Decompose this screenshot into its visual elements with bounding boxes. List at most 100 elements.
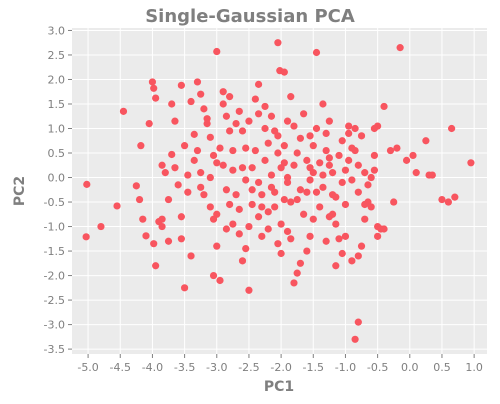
y-tick-label: 2.5 <box>48 49 66 62</box>
data-point <box>184 188 192 196</box>
data-point <box>232 119 240 128</box>
data-point <box>177 235 185 243</box>
data-point <box>216 144 224 152</box>
x-tick-label: -1.5 <box>303 361 324 374</box>
data-point <box>97 222 105 231</box>
data-point <box>219 161 227 169</box>
data-point <box>296 134 305 142</box>
data-point <box>396 44 404 52</box>
data-point <box>390 198 398 206</box>
data-point <box>306 132 314 140</box>
data-point <box>341 232 350 240</box>
data-point <box>306 176 314 184</box>
data-point <box>451 193 459 201</box>
data-point <box>312 48 321 57</box>
data-point <box>152 94 160 102</box>
x-tick-label: -3.0 <box>206 361 227 374</box>
data-point <box>341 166 350 174</box>
data-point <box>229 166 237 174</box>
data-point <box>444 198 452 206</box>
data-point <box>177 81 185 89</box>
data-point <box>258 191 266 199</box>
x-tick-label: -5.0 <box>77 361 98 374</box>
data-point <box>161 169 169 177</box>
data-point <box>267 171 276 179</box>
data-point <box>354 188 362 196</box>
data-point <box>226 200 234 209</box>
data-point <box>332 262 340 270</box>
x-tick-label: -2.5 <box>238 361 259 374</box>
data-point <box>245 286 253 294</box>
data-point <box>216 276 224 285</box>
x-tick-label: -0.5 <box>367 361 388 374</box>
data-point <box>271 188 279 196</box>
data-point <box>190 156 198 164</box>
data-point <box>174 181 182 189</box>
data-point <box>235 107 243 115</box>
data-point <box>319 171 327 179</box>
data-point <box>238 257 247 265</box>
data-point <box>229 220 237 228</box>
data-point <box>261 124 269 133</box>
data-point <box>354 318 362 326</box>
data-point <box>229 146 237 155</box>
data-point <box>348 176 356 184</box>
data-point <box>277 249 285 258</box>
data-point <box>200 191 208 199</box>
data-point <box>402 156 411 164</box>
data-point <box>222 112 231 120</box>
data-point <box>180 284 189 292</box>
data-point <box>148 78 157 86</box>
data-point <box>226 93 234 101</box>
data-point <box>274 240 282 248</box>
data-point <box>213 47 221 56</box>
data-point <box>209 151 218 160</box>
data-point <box>274 39 282 47</box>
data-point <box>261 156 269 164</box>
data-point <box>370 151 379 160</box>
data-point <box>274 149 282 157</box>
data-point <box>380 225 388 233</box>
data-point <box>348 144 356 152</box>
data-point <box>271 203 279 211</box>
data-point <box>309 215 317 223</box>
data-point <box>238 164 247 172</box>
y-tick-label: 1.5 <box>48 98 66 111</box>
data-point <box>197 90 205 98</box>
data-point <box>332 220 340 228</box>
data-point <box>351 124 359 133</box>
x-tick-label: -4.0 <box>142 361 163 374</box>
data-point <box>361 215 369 223</box>
data-point <box>264 139 272 147</box>
y-tick-label: -2.5 <box>44 294 65 307</box>
data-point <box>345 156 353 164</box>
data-point <box>164 237 173 245</box>
x-tick-label: -4.5 <box>110 361 131 374</box>
data-point <box>145 119 153 128</box>
data-point <box>164 195 173 204</box>
data-point <box>119 107 128 115</box>
y-tick-label: -1.5 <box>44 245 65 258</box>
data-point <box>254 213 263 221</box>
x-tick-label: 0.5 <box>433 361 451 374</box>
y-tick-label: 1.0 <box>48 122 66 135</box>
data-point <box>150 240 158 248</box>
data-point <box>374 232 382 240</box>
data-point <box>367 203 375 211</box>
data-point <box>309 142 317 150</box>
data-point <box>132 182 140 190</box>
data-point <box>393 144 401 152</box>
y-tick-label: 3.0 <box>48 24 66 37</box>
data-point <box>222 186 231 194</box>
data-point <box>235 230 243 238</box>
data-point <box>293 269 301 277</box>
data-point <box>158 161 166 169</box>
data-point <box>242 245 250 253</box>
data-point <box>177 213 185 221</box>
x-axis-label: PC1 <box>264 379 294 395</box>
data-point <box>312 124 321 133</box>
data-point <box>190 130 198 138</box>
y-axis-label: PC2 <box>12 176 28 206</box>
data-point <box>139 215 147 223</box>
